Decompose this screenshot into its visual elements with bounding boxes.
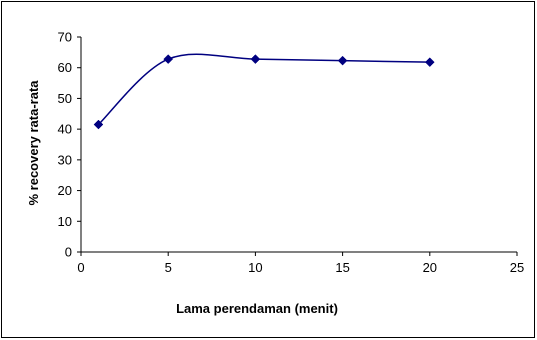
- y-tick-label: 0: [65, 245, 72, 260]
- data-point-marker: [337, 55, 348, 66]
- y-tick-label: 20: [58, 183, 72, 198]
- y-axis-title: % recovery rata-rata: [26, 80, 41, 206]
- y-tick-label: 40: [58, 122, 72, 137]
- series-layer: [93, 53, 435, 130]
- y-tick-label: 60: [58, 60, 72, 75]
- series-line: [97, 53, 430, 126]
- y-tick-label: 30: [58, 152, 72, 167]
- tick-labels: 0 10 20 30 40 50 60 70 0 5 10 15 20 25: [58, 30, 525, 276]
- x-tick-label: 15: [335, 260, 349, 275]
- x-tick-label: 10: [248, 260, 262, 275]
- y-tick-label: 10: [58, 214, 72, 229]
- y-tick-label: 50: [58, 91, 72, 106]
- x-tick-label: 20: [423, 260, 437, 275]
- data-point-marker: [93, 119, 104, 130]
- x-tick-label: 0: [77, 260, 84, 275]
- data-point-marker: [250, 54, 261, 64]
- x-axis-title: Lama perendaman (menit): [176, 301, 338, 316]
- data-point-marker: [163, 54, 174, 64]
- x-tick-label: 5: [165, 260, 172, 275]
- x-tick-label: 25: [510, 260, 524, 275]
- y-tick-label: 70: [58, 30, 72, 45]
- axes: [77, 36, 518, 256]
- data-point-marker: [424, 57, 435, 68]
